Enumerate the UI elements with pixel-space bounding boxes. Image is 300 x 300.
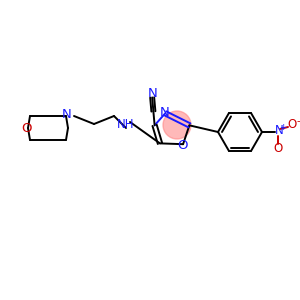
Text: +: + [279, 124, 287, 133]
Text: N: N [274, 124, 284, 137]
Text: N: N [147, 87, 157, 100]
Text: O: O [287, 118, 297, 131]
Text: O: O [177, 139, 187, 152]
Text: -: - [296, 116, 300, 126]
Text: NH: NH [117, 118, 135, 130]
Text: N: N [62, 109, 72, 122]
Text: O: O [22, 122, 32, 134]
Text: O: O [273, 142, 283, 155]
Text: N: N [159, 106, 169, 119]
Circle shape [163, 111, 191, 139]
